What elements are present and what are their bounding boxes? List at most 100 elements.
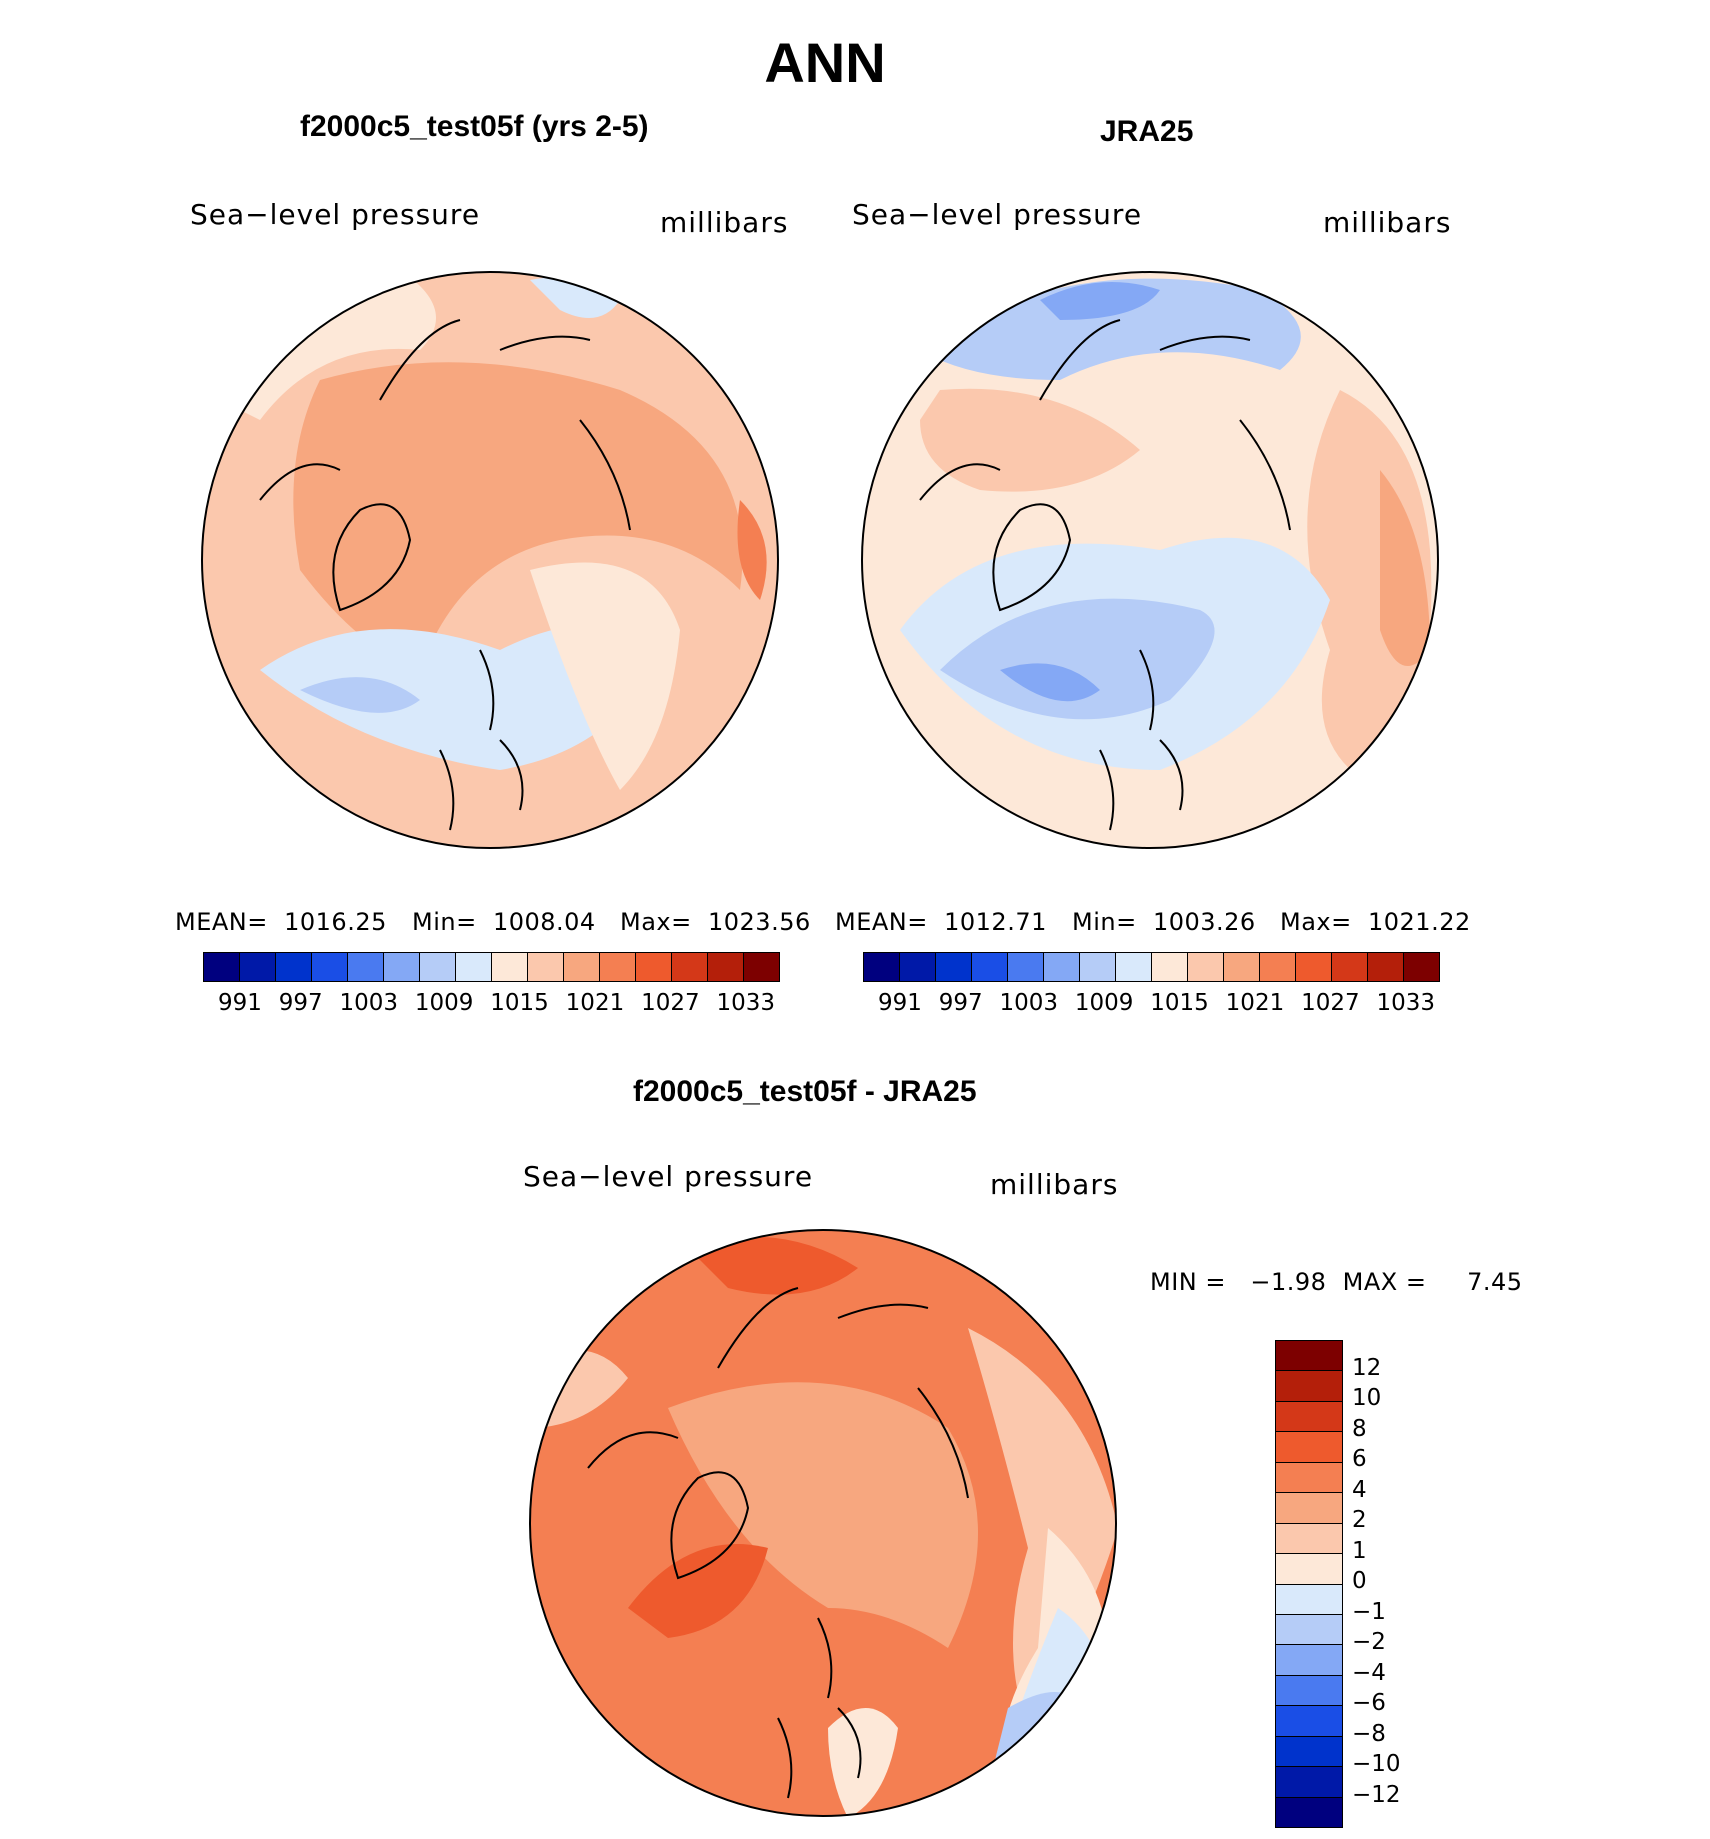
panel-2-colorbar-swatch <box>1296 953 1332 981</box>
diff-colorbar-swatch <box>1276 1462 1342 1494</box>
diff-colorbar-swatch <box>1276 1767 1342 1798</box>
diff-colorbar-swatch <box>1276 1675 1342 1707</box>
high-pressure-region <box>293 362 743 670</box>
diff-colorbar-tick-label: 10 <box>1352 1385 1382 1411</box>
panel-2-colorbar-swatch <box>864 953 900 981</box>
panel-2-colorbar-swatch <box>900 953 936 981</box>
diff-colorbar-swatch <box>1276 1645 1342 1676</box>
diff-colorbar-swatch <box>1276 1341 1342 1372</box>
panel-1-units-label: millibars <box>660 206 789 239</box>
coast-greenland <box>332 503 412 612</box>
pacific-low-core <box>1040 282 1160 320</box>
coast-europe <box>439 649 524 831</box>
panel-2-mean: MEAN= 1012.71 <box>835 908 1047 936</box>
high-pressure-core <box>737 500 767 600</box>
coast-europe <box>777 1617 862 1799</box>
diff-map <box>529 1229 1117 1817</box>
panel-1-colorbar-tick-label: 997 <box>278 990 323 1016</box>
east-high-core <box>1380 470 1430 666</box>
panel-2-colorbar-swatch <box>1080 953 1116 981</box>
panel-1-colorbar-swatch <box>240 953 276 981</box>
panel-2-colorbar-swatch <box>1008 953 1044 981</box>
diff-colorbar-swatch <box>1276 1401 1342 1433</box>
diff-colorbar-tick-label: −12 <box>1352 1781 1401 1808</box>
panel-2-min: Min= 1003.26 <box>1072 908 1256 936</box>
panel-1-colorbar-tick-label: 991 <box>218 990 262 1016</box>
diff-colorbar-swatch <box>1276 1432 1342 1463</box>
diff-colorbar-swatch <box>1276 1614 1342 1646</box>
high-pressure-region <box>920 388 1140 492</box>
diff-colorbar <box>1275 1340 1343 1828</box>
panel-1-colorbar-swatch <box>456 953 492 981</box>
diff-minmax: MIN = −1.98 MAX = 7.45 <box>1150 1268 1523 1296</box>
diff-colorbar-tick-label: 2 <box>1352 1507 1367 1533</box>
panel-2-colorbar-swatch <box>1224 953 1260 981</box>
panel-1-colorbar-tick-label: 1003 <box>339 990 399 1016</box>
diff-colorbar-tick-label: 8 <box>1352 1415 1367 1442</box>
panel-2-colorbar-tick-label: 1033 <box>1376 990 1435 1016</box>
coast-greenland <box>992 503 1072 612</box>
diff-colorbar-ticks: 12 10 8 6 4 2 1 0 −1 −2 −4 −6 −8 −10 −12 <box>1352 1354 1442 1808</box>
panel-1-map <box>201 271 779 849</box>
panel-2-colorbar-swatch <box>1404 953 1439 981</box>
diff-colorbar-tick-label: 12 <box>1352 1354 1382 1381</box>
panel-1-colorbar-swatch <box>564 953 600 981</box>
diff-colorbar-tick-label: −1 <box>1352 1598 1386 1625</box>
panel-2-map <box>861 271 1439 849</box>
panel-2-variable-label: Sea−level pressure <box>852 198 1143 231</box>
atlantic-low-core <box>1000 663 1100 702</box>
panel-2-max: Max= 1021.22 <box>1280 908 1471 936</box>
panel-1-min: Min= 1008.04 <box>412 908 596 936</box>
panel-2-colorbar <box>863 952 1440 982</box>
panel-1-colorbar-swatch <box>312 953 348 981</box>
panel-2-colorbar-swatch <box>1368 953 1404 981</box>
panel-2-units-label: millibars <box>1323 206 1452 239</box>
panel-1-colorbar-swatch <box>672 953 708 981</box>
coast-arctic <box>919 319 1291 531</box>
panel-1-mean: MEAN= 1016.25 <box>175 908 387 936</box>
diff-colorbar-swatch <box>1276 1797 1342 1827</box>
panel-1-max: Max= 1023.56 <box>620 908 811 936</box>
light-region <box>530 562 680 790</box>
pacific-strong <box>688 1236 858 1295</box>
panel-2-colorbar-tick-label: 991 <box>878 990 922 1016</box>
europe-zero <box>828 1708 898 1816</box>
panel-1-variable-label: Sea−level pressure <box>190 198 481 231</box>
panel-2-colorbar-swatch <box>1152 953 1188 981</box>
panel-1-colorbar-swatch <box>744 953 779 981</box>
panel-2-colorbar-tick-label: 1021 <box>1225 990 1285 1016</box>
coast-europe <box>1099 649 1184 831</box>
panel-1-title: f2000c5_test05f (yrs 2-5) <box>300 110 649 143</box>
diff-colorbar-tick-label: 0 <box>1352 1568 1367 1594</box>
diff-colorbar-tick-label: −10 <box>1352 1751 1401 1777</box>
panel-2-colorbar-swatch <box>1044 953 1080 981</box>
panel-1-colorbar-swatch <box>384 953 420 981</box>
diff-units-label: millibars <box>990 1168 1119 1201</box>
diff-colorbar-swatch <box>1276 1523 1342 1555</box>
panel-2-colorbar-tick-label: 1009 <box>1074 990 1134 1016</box>
diff-colorbar-swatch <box>1276 1584 1342 1615</box>
panel-2-colorbar-swatch <box>1332 953 1368 981</box>
atlantic-low-core <box>300 677 420 713</box>
main-title: ANN <box>764 31 886 94</box>
panel-1-colorbar-tick-label: 1021 <box>565 990 625 1016</box>
panel-1-colorbar-tick-label: 1009 <box>414 990 474 1016</box>
diff-colorbar-swatch <box>1276 1493 1342 1524</box>
coast-greenland <box>670 1471 750 1580</box>
panel-1-colorbar-swatch <box>636 953 672 981</box>
atlantic-low-light <box>260 625 660 770</box>
diff-colorbar-swatch <box>1276 1736 1342 1768</box>
diff-colorbar-tick-label: −4 <box>1352 1659 1386 1686</box>
panel-1-colorbar-swatch <box>276 953 312 981</box>
panel-1-colorbar-swatch <box>528 953 564 981</box>
panel-2-colorbar-swatch <box>972 953 1008 981</box>
panel-2-colorbar-tick-label: 997 <box>938 990 983 1016</box>
panel-1-colorbar-swatch <box>204 953 240 981</box>
diff-colorbar-tick-label: 4 <box>1352 1476 1367 1503</box>
panel-1-colorbar-tick-label: 1033 <box>716 990 775 1016</box>
panel-2-colorbar-swatch <box>1116 953 1152 981</box>
panel-1-colorbar-tick-label: 1015 <box>490 990 549 1016</box>
panel-2-colorbar-tick-label: 1027 <box>1301 990 1360 1016</box>
panel-1-colorbar-swatch <box>492 953 528 981</box>
panel-2-colorbar-tick-label: 1003 <box>999 990 1059 1016</box>
